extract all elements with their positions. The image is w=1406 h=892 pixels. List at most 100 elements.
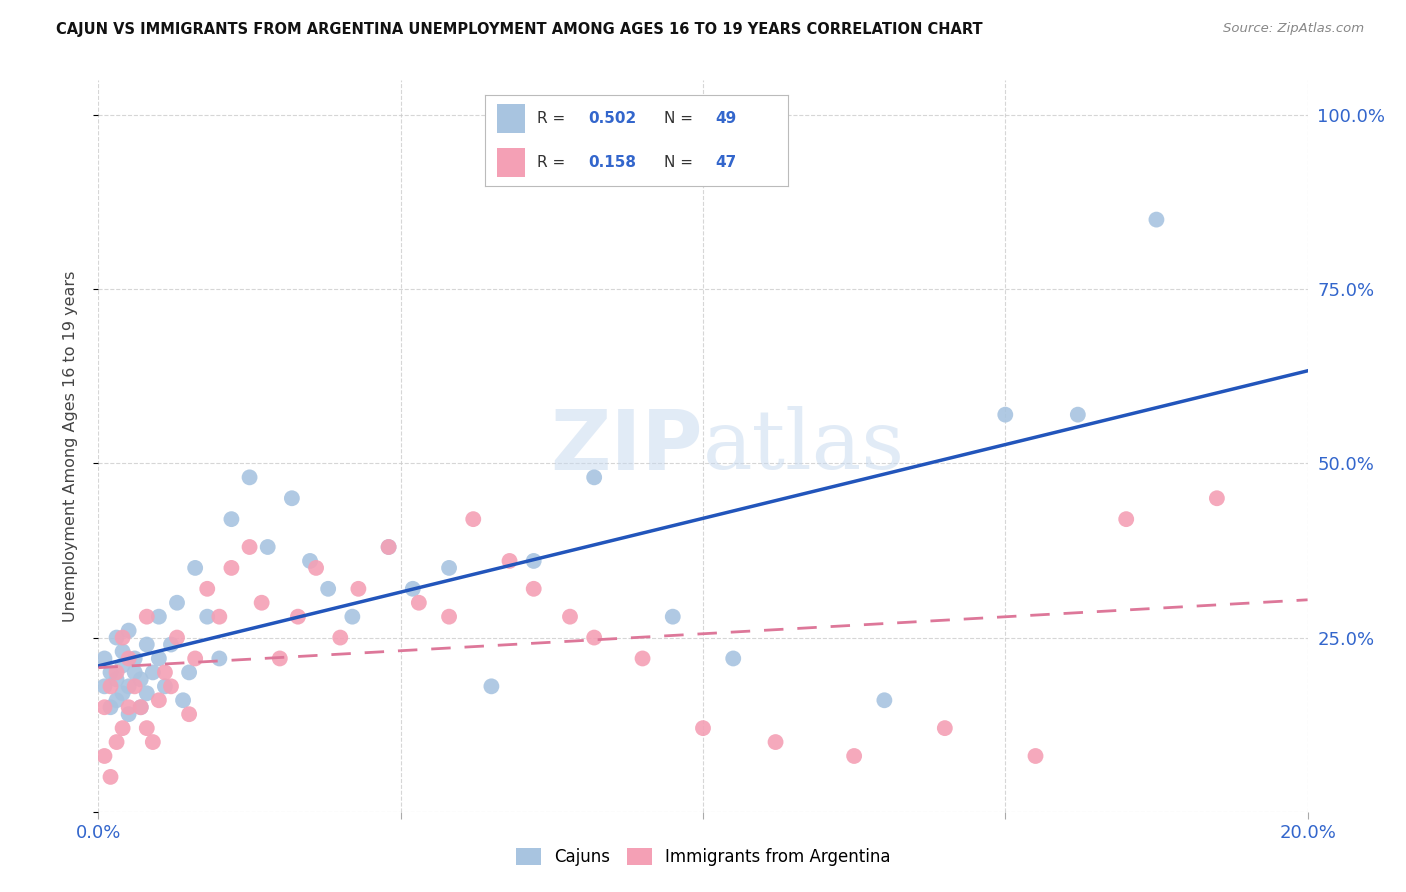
Point bbox=[299, 554, 322, 568]
Point bbox=[142, 735, 165, 749]
Point bbox=[166, 631, 188, 645]
Point bbox=[93, 749, 115, 764]
Point bbox=[100, 665, 122, 680]
Point bbox=[160, 679, 183, 693]
Point bbox=[172, 693, 194, 707]
Point bbox=[105, 693, 128, 707]
Point bbox=[463, 512, 485, 526]
Point bbox=[105, 673, 128, 687]
Point bbox=[179, 665, 201, 680]
Point bbox=[148, 609, 170, 624]
Point bbox=[208, 609, 231, 624]
Point bbox=[135, 686, 157, 700]
Point bbox=[184, 561, 207, 575]
Point bbox=[100, 770, 122, 784]
Point bbox=[692, 721, 714, 735]
Point bbox=[523, 554, 546, 568]
Point bbox=[160, 638, 183, 652]
Point bbox=[377, 540, 399, 554]
Point bbox=[111, 631, 134, 645]
Point bbox=[124, 665, 146, 680]
Point bbox=[93, 651, 115, 665]
Point bbox=[256, 540, 278, 554]
Point bbox=[287, 609, 309, 624]
Point bbox=[100, 700, 122, 714]
Point bbox=[148, 651, 170, 665]
Point bbox=[662, 609, 685, 624]
Point bbox=[93, 700, 115, 714]
Point bbox=[873, 693, 896, 707]
Point bbox=[281, 491, 304, 506]
Point bbox=[844, 749, 866, 764]
Point bbox=[129, 700, 152, 714]
Point bbox=[402, 582, 425, 596]
Point bbox=[1206, 491, 1229, 506]
Point bbox=[765, 735, 787, 749]
Point bbox=[129, 673, 152, 687]
Point bbox=[239, 540, 262, 554]
Point bbox=[195, 582, 218, 596]
Text: Source: ZipAtlas.com: Source: ZipAtlas.com bbox=[1223, 22, 1364, 36]
Point bbox=[111, 686, 134, 700]
Point bbox=[93, 679, 115, 693]
Text: CAJUN VS IMMIGRANTS FROM ARGENTINA UNEMPLOYMENT AMONG AGES 16 TO 19 YEARS CORREL: CAJUN VS IMMIGRANTS FROM ARGENTINA UNEMP… bbox=[56, 22, 983, 37]
Point bbox=[118, 707, 141, 722]
Point bbox=[408, 596, 430, 610]
Point bbox=[437, 561, 460, 575]
Point bbox=[135, 609, 157, 624]
Point bbox=[316, 582, 339, 596]
Point bbox=[558, 609, 581, 624]
Point bbox=[105, 735, 128, 749]
Point bbox=[1115, 512, 1137, 526]
Point bbox=[221, 512, 243, 526]
Point bbox=[523, 582, 546, 596]
Point bbox=[124, 679, 146, 693]
Point bbox=[153, 679, 176, 693]
Point bbox=[184, 651, 207, 665]
Point bbox=[583, 631, 606, 645]
Point bbox=[135, 638, 157, 652]
Point bbox=[100, 679, 122, 693]
Point bbox=[142, 665, 165, 680]
Point bbox=[111, 644, 134, 658]
Point bbox=[118, 651, 141, 665]
Point bbox=[179, 707, 201, 722]
Point bbox=[329, 631, 352, 645]
Point bbox=[118, 700, 141, 714]
Point bbox=[631, 651, 654, 665]
Text: ZIP: ZIP bbox=[551, 406, 703, 486]
Text: atlas: atlas bbox=[703, 406, 905, 486]
Point bbox=[437, 609, 460, 624]
Point bbox=[377, 540, 399, 554]
Point bbox=[269, 651, 291, 665]
Point bbox=[124, 651, 146, 665]
Point bbox=[153, 665, 176, 680]
Point bbox=[498, 554, 520, 568]
Legend: Cajuns, Immigrants from Argentina: Cajuns, Immigrants from Argentina bbox=[509, 841, 897, 873]
Point bbox=[105, 665, 128, 680]
Point bbox=[118, 679, 141, 693]
Point bbox=[583, 470, 606, 484]
Point bbox=[1024, 749, 1046, 764]
Point bbox=[166, 596, 188, 610]
Point bbox=[250, 596, 273, 610]
Point bbox=[135, 721, 157, 735]
Point bbox=[347, 582, 370, 596]
Y-axis label: Unemployment Among Ages 16 to 19 years: Unemployment Among Ages 16 to 19 years bbox=[63, 270, 77, 622]
Point bbox=[1067, 408, 1090, 422]
Point bbox=[305, 561, 328, 575]
Point bbox=[111, 658, 134, 673]
Point bbox=[111, 721, 134, 735]
Point bbox=[129, 700, 152, 714]
Point bbox=[208, 651, 231, 665]
Point bbox=[118, 624, 141, 638]
Point bbox=[195, 609, 218, 624]
Point bbox=[105, 631, 128, 645]
Point bbox=[148, 693, 170, 707]
Point bbox=[481, 679, 503, 693]
Point bbox=[934, 721, 956, 735]
Point bbox=[1144, 212, 1167, 227]
Point bbox=[221, 561, 243, 575]
Point bbox=[994, 408, 1017, 422]
Point bbox=[723, 651, 745, 665]
